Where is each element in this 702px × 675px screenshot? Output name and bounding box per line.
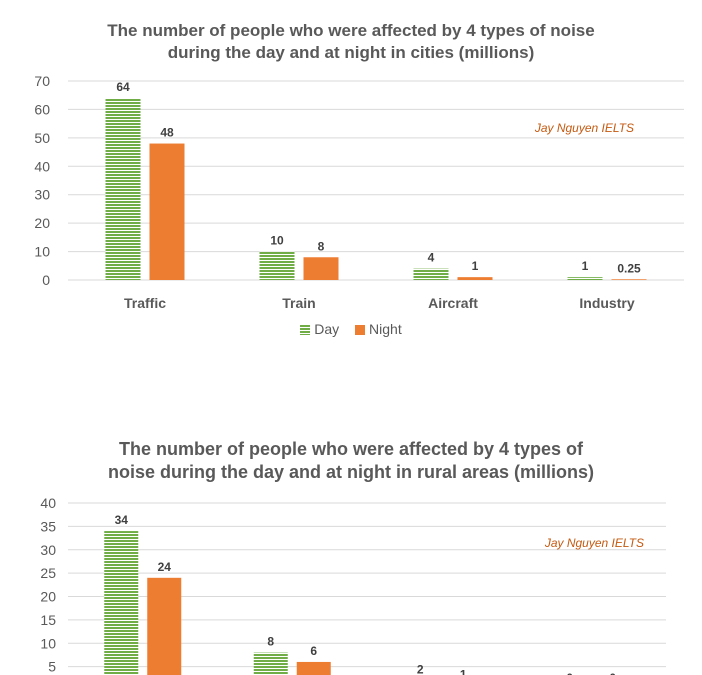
bar-night-industry: [611, 279, 647, 280]
data-label: 1: [460, 667, 467, 675]
y-tick-label: 50: [34, 130, 50, 146]
chart-title-line-2: noise during the day and at night in rur…: [107, 462, 595, 483]
bar-night-aircraft: [457, 277, 493, 280]
bar-night-traffic: [147, 577, 182, 675]
y-tick-label: 15: [40, 612, 56, 628]
chart-title-line-1: The number of people who were affected b…: [118, 439, 584, 459]
data-label: 48: [160, 126, 174, 140]
x-category-label: Train: [282, 295, 315, 311]
bar-day-traffic: [105, 98, 141, 280]
bar-day-aircraft: [413, 268, 449, 280]
x-category-label: Aircraft: [428, 295, 478, 311]
data-label: 8: [267, 635, 274, 649]
chart-title-line-2: during the day and at night in cities (m…: [167, 43, 535, 63]
y-tick-label: 25: [40, 565, 56, 581]
data-label: 0: [609, 671, 616, 675]
y-tick-label: 10: [34, 244, 50, 260]
legend-item-day: Day: [300, 321, 339, 337]
legend-label-day: Day: [314, 321, 340, 337]
bar-day-train: [253, 652, 288, 675]
legend-item-night: Night: [355, 321, 402, 337]
legend-label-night: Night: [369, 321, 402, 337]
data-label: 6: [310, 644, 317, 658]
y-tick-label: 0: [42, 272, 50, 288]
watermark-text: Jay Nguyen IELTS: [544, 536, 644, 550]
bar-day-train: [259, 251, 295, 280]
chart-title: The number of people who were affected b…: [0, 20, 702, 64]
legend-swatch-day: [300, 325, 311, 335]
y-tick-label: 30: [40, 542, 56, 558]
y-tick-label: 10: [40, 635, 56, 651]
data-label: 0: [566, 671, 573, 675]
y-tick-label: 35: [40, 518, 56, 534]
y-tick-label: 40: [40, 495, 56, 511]
chart-plot-area: 5101520253035403424862100Jay Nguyen IELT…: [40, 495, 666, 675]
legend-swatch-night: [355, 325, 366, 335]
data-label: 2: [417, 663, 424, 675]
x-category-label: Traffic: [124, 295, 166, 311]
y-tick-label: 20: [34, 215, 50, 231]
data-label: 1: [582, 259, 589, 273]
watermark-text: Jay Nguyen IELTS: [534, 121, 634, 135]
data-label: 1: [472, 259, 479, 273]
y-tick-label: 60: [34, 101, 50, 117]
bar-night-train: [296, 661, 331, 675]
x-category-label: Industry: [579, 295, 634, 311]
data-label: 64: [116, 80, 130, 94]
bar-night-traffic: [149, 143, 185, 280]
data-label: 0.25: [617, 261, 641, 275]
bar-day-traffic: [104, 531, 139, 675]
data-label: 24: [158, 560, 172, 574]
bar-day-industry: [567, 277, 603, 280]
chart-title-line-1: The number of people who were affected b…: [107, 21, 595, 40]
bar-night-train: [303, 257, 339, 280]
y-tick-label: 5: [48, 659, 56, 675]
data-label: 4: [428, 251, 435, 265]
chart-title: The number of people who were affected b…: [0, 438, 702, 485]
y-tick-label: 70: [34, 73, 50, 89]
y-tick-label: 20: [40, 589, 56, 605]
y-tick-label: 40: [34, 158, 50, 174]
chart-legend: Day Night: [0, 321, 702, 337]
data-label: 8: [318, 239, 325, 253]
data-label: 34: [115, 513, 129, 527]
chart-rural: The number of people who were affected b…: [0, 420, 702, 675]
data-label: 10: [270, 234, 284, 248]
y-tick-label: 30: [34, 187, 50, 203]
chart-cities: The number of people who were affected b…: [0, 20, 702, 337]
chart-plot-area: 0 10 20 30 40 50 60 70 64 48 Traffic 10 8 Train 4 1 Airc…: [34, 73, 684, 311]
